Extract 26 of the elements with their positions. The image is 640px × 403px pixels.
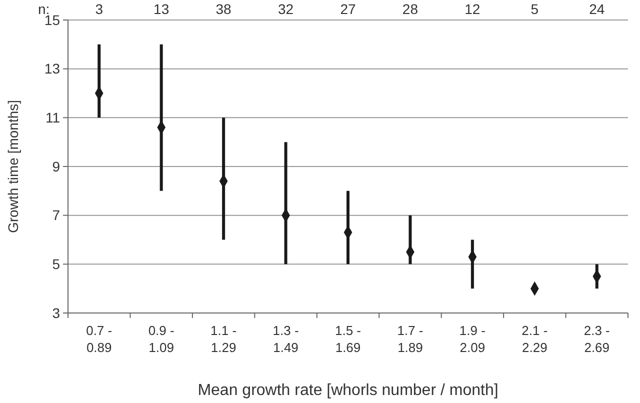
x-tick-label: 1.9 - 2.09 <box>459 323 486 355</box>
text: 13 <box>154 1 170 17</box>
x-tick-label: 1.1 - 1.29 <box>210 323 237 355</box>
x-axis-title: Mean growth rate [whorls number / month] <box>198 382 498 399</box>
x-tick-label: 1.5 - 1.69 <box>334 323 362 355</box>
y-tick-label: 9 <box>52 158 60 174</box>
y-tick-label: 7 <box>52 207 60 224</box>
y-tick-label: 5 <box>52 256 60 272</box>
text: 3 <box>95 1 104 17</box>
text: 24 <box>589 1 605 17</box>
x-tick-label: 0.7 - 0.89 <box>86 323 112 355</box>
text: 28 <box>402 1 418 17</box>
x-tick-label: 2.1 - 2.29 <box>522 323 548 355</box>
x-tick-label: 1.7 - 1.89 <box>397 323 424 355</box>
x-tick-label: 0.9 - 1.09 <box>148 323 174 355</box>
text: 32 <box>278 1 294 17</box>
text: 38 <box>216 1 232 17</box>
text: 12 <box>464 1 480 17</box>
x-tick-label: 2.3 - 2.69 <box>584 323 610 355</box>
y-axis-title: Growth time [months] <box>5 100 21 234</box>
text: 5 <box>530 1 539 17</box>
text: 27 <box>340 1 356 17</box>
y-tick-label: 3 <box>52 304 60 321</box>
x-tick-label: 1.3 - 1.49 <box>272 323 299 355</box>
y-tick-label: 13 <box>44 60 60 77</box>
y-tick-label: 11 <box>45 110 60 126</box>
